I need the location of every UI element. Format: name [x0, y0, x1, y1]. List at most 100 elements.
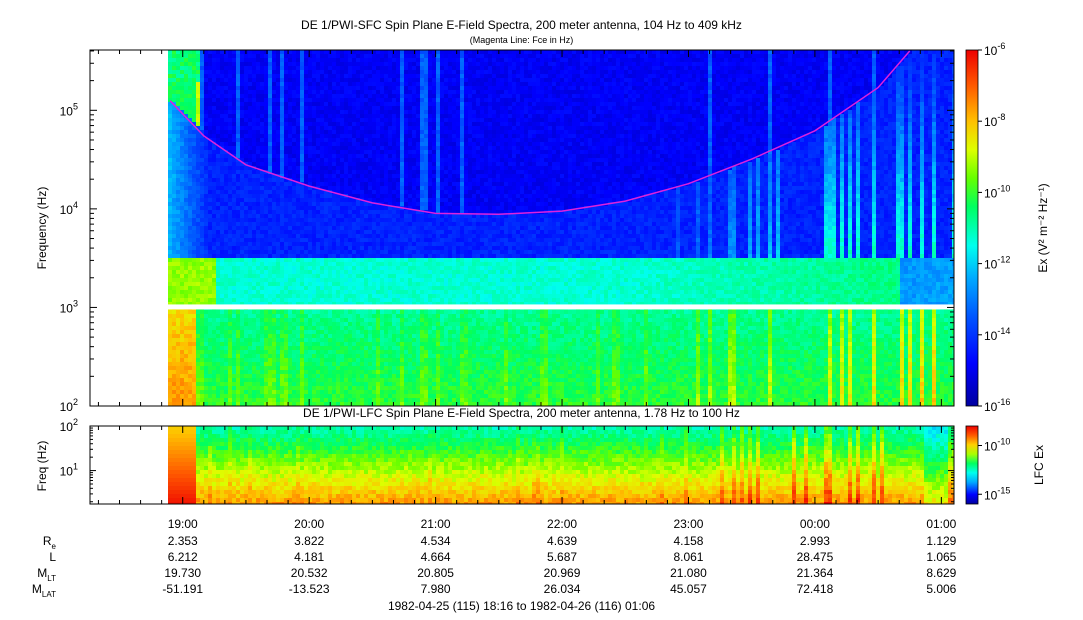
main-cell — [372, 318, 377, 323]
main-cell — [252, 66, 257, 71]
main-cell — [248, 382, 253, 387]
main-cell — [172, 110, 177, 115]
main-cell — [308, 174, 313, 179]
main-cell — [376, 386, 381, 391]
main-cell — [320, 358, 325, 363]
main-cell — [276, 306, 281, 311]
main-cell — [196, 334, 201, 339]
main-cell — [260, 294, 265, 299]
main-cell — [184, 226, 189, 231]
main-cell — [296, 222, 301, 227]
main-cell — [312, 162, 317, 167]
main-cell — [352, 350, 357, 355]
main-cell — [280, 302, 285, 307]
main-cell — [384, 242, 389, 247]
main-cell — [332, 270, 337, 275]
main-cell — [172, 318, 177, 323]
main-cell — [352, 382, 357, 387]
main-cell — [272, 170, 277, 175]
main-cell — [268, 366, 273, 371]
main-cell — [280, 50, 285, 55]
main-cell — [192, 222, 197, 227]
main-cell — [168, 162, 173, 167]
main-cell — [200, 174, 205, 179]
main-cell — [324, 310, 329, 315]
main-cell — [240, 110, 245, 115]
main-cell — [180, 178, 185, 183]
main-cell — [216, 162, 221, 167]
main-cell — [384, 354, 389, 359]
main-cell — [380, 82, 385, 87]
main-cell — [348, 270, 353, 275]
main-cell — [176, 358, 181, 363]
main-cell — [296, 278, 301, 283]
main-cell — [324, 286, 329, 291]
main-cell — [340, 110, 345, 115]
main-cell — [180, 266, 185, 271]
main-cell — [288, 234, 293, 239]
main-cell — [224, 58, 229, 63]
main-cell — [304, 178, 309, 183]
main-cell — [312, 90, 317, 95]
main-cell — [168, 238, 173, 243]
main-cell — [308, 262, 313, 267]
main-cell — [356, 350, 361, 355]
main-cell — [344, 150, 349, 155]
main-cell — [276, 98, 281, 103]
main-cell — [184, 214, 189, 219]
main-cell — [340, 194, 345, 199]
main-cell — [344, 354, 349, 359]
main-cell — [380, 194, 385, 199]
main-cell — [352, 242, 357, 247]
main-cell — [256, 310, 261, 315]
main-cell — [320, 214, 325, 219]
main-cell — [268, 322, 273, 327]
main-cell — [192, 122, 197, 127]
main-cell — [248, 190, 253, 195]
main-cell — [260, 386, 265, 391]
main-cell — [172, 98, 177, 103]
main-cell — [172, 170, 177, 175]
main-cell — [240, 178, 245, 183]
main-cell — [232, 246, 237, 251]
main-cell — [320, 122, 325, 127]
main-cell — [252, 210, 257, 215]
main-cell — [332, 182, 337, 187]
main-cell — [320, 118, 325, 123]
main-cell — [292, 170, 297, 175]
main-cell — [340, 202, 345, 207]
main-cell — [240, 118, 245, 123]
main-cell — [324, 134, 329, 139]
main-cell — [224, 206, 229, 211]
main-cell — [320, 218, 325, 223]
main-cell — [212, 398, 217, 403]
main-cell — [264, 118, 269, 123]
main-cell — [296, 270, 301, 275]
main-cell — [344, 386, 349, 391]
main-cell — [244, 286, 249, 291]
main-cell — [316, 330, 321, 335]
main-cell — [168, 114, 173, 119]
main-cell — [388, 274, 393, 279]
main-cell — [272, 350, 277, 355]
main-cell — [224, 222, 229, 227]
main-cell — [228, 254, 233, 259]
main-cell — [236, 262, 241, 267]
main-cell — [320, 158, 325, 163]
main-cell — [172, 222, 177, 227]
main-cell — [220, 206, 225, 211]
main-cell — [356, 194, 361, 199]
main-cell — [380, 62, 385, 67]
main-cell — [252, 114, 257, 119]
main-cell — [224, 154, 229, 159]
main-cell — [336, 302, 341, 307]
main-cell — [252, 326, 257, 331]
main-cell — [284, 50, 289, 55]
main-cell — [180, 98, 185, 103]
main-cell — [200, 198, 205, 203]
main-cell — [384, 222, 389, 227]
main-cell — [264, 326, 269, 331]
main-cell — [256, 158, 261, 163]
main-cell — [232, 102, 237, 107]
main-cell — [212, 154, 217, 159]
